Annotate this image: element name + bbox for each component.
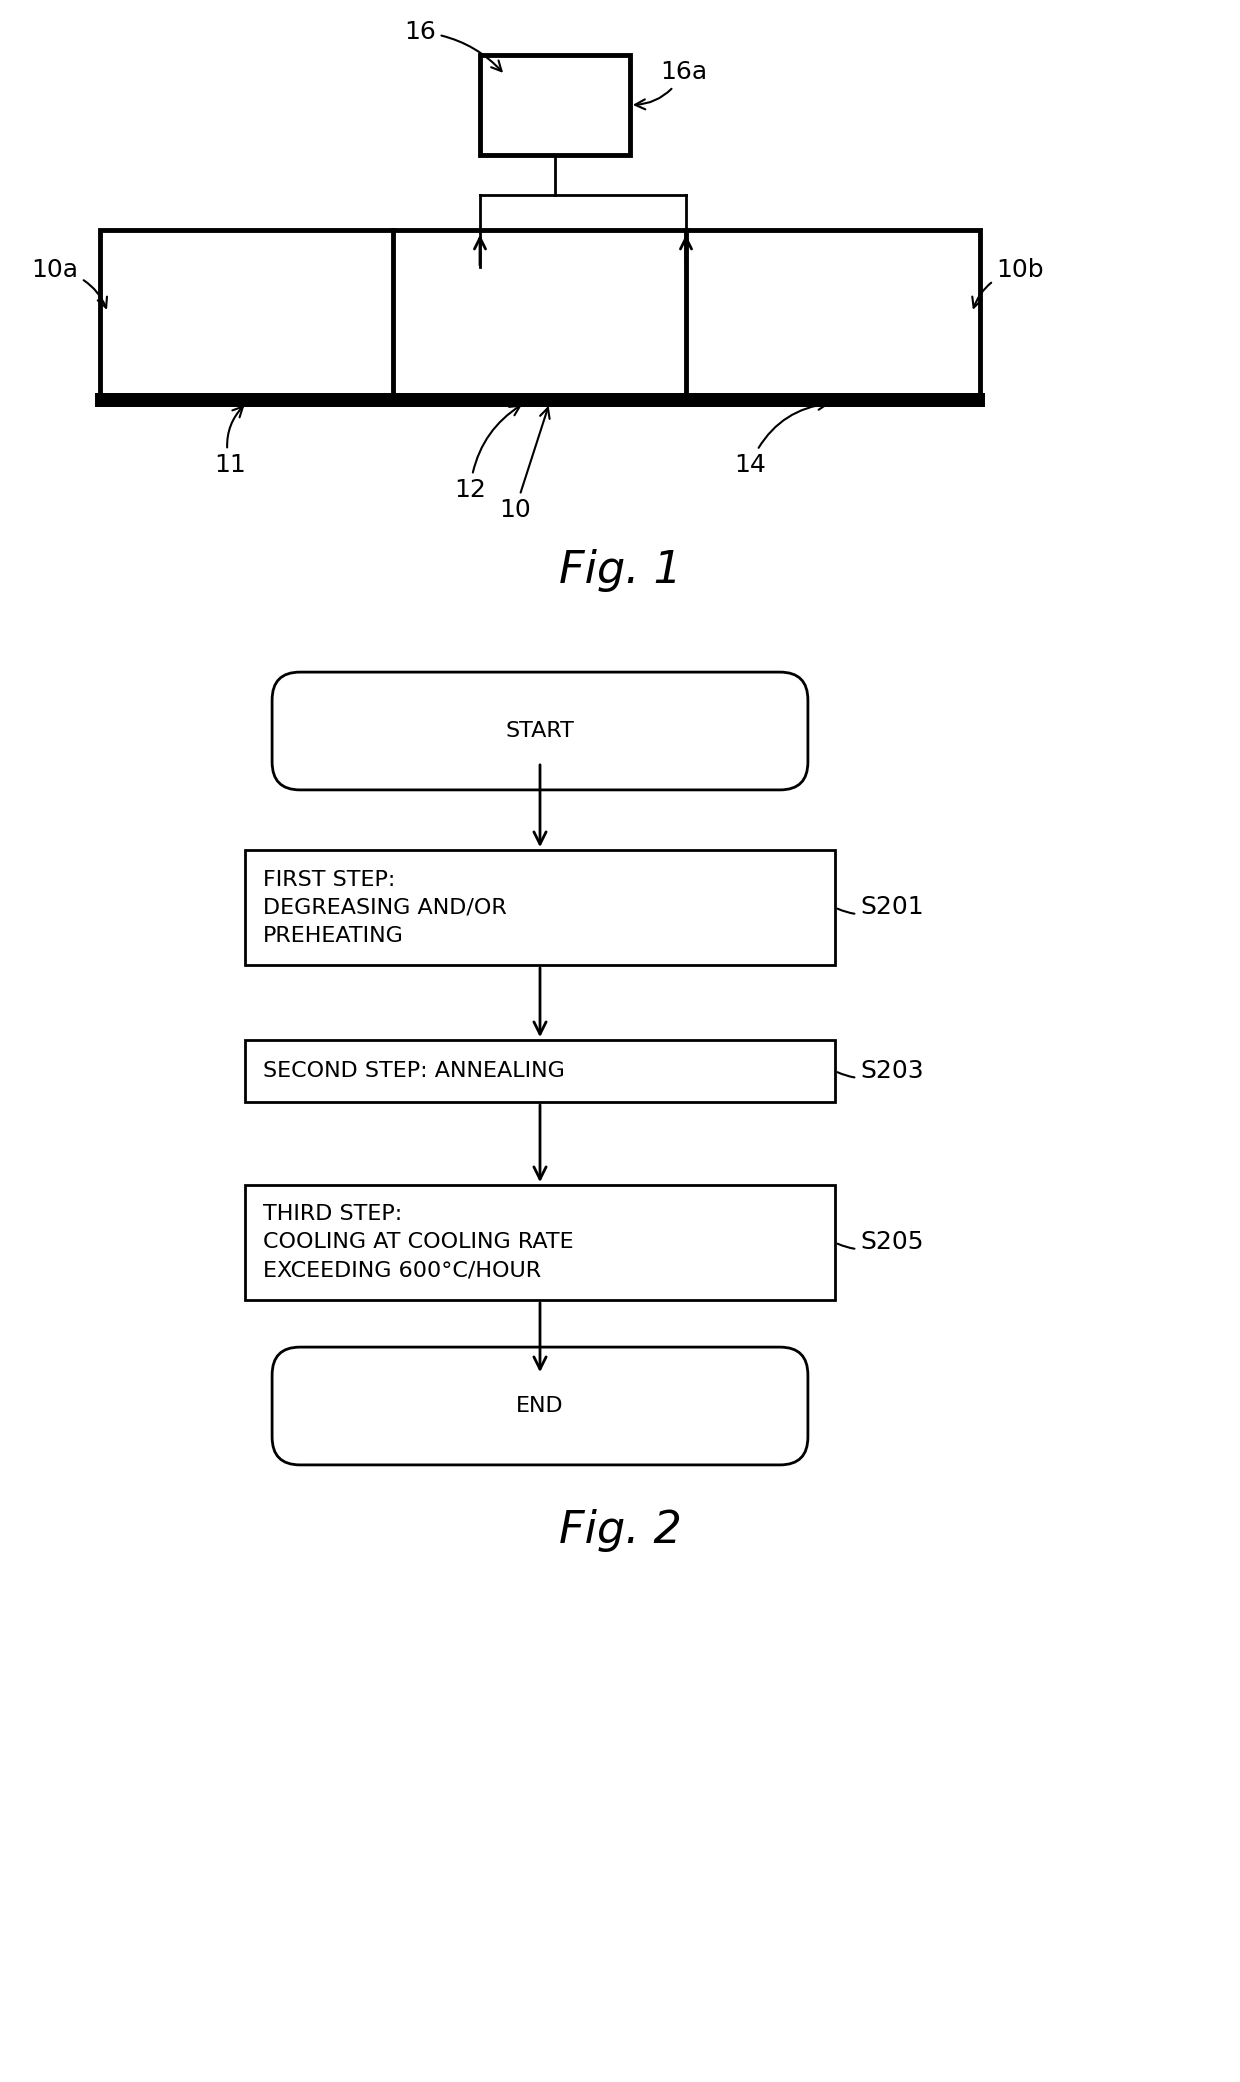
Bar: [246, 849, 835, 964]
Text: 11: 11: [215, 406, 246, 477]
Text: 10b: 10b: [972, 258, 1044, 308]
Text: 10a: 10a: [31, 258, 107, 308]
Bar: [246, 1041, 835, 1101]
Bar: [100, 229, 980, 396]
Text: 10: 10: [500, 408, 549, 523]
Text: FIRST STEP:
DEGREASING AND/OR
PREHEATING: FIRST STEP: DEGREASING AND/OR PREHEATING: [263, 870, 507, 945]
Text: Fig. 1: Fig. 1: [558, 548, 682, 591]
Text: 16: 16: [404, 21, 501, 71]
Text: START: START: [506, 720, 574, 741]
Text: THIRD STEP:
COOLING AT COOLING RATE
EXCEEDING 600°C/HOUR: THIRD STEP: COOLING AT COOLING RATE EXCE…: [263, 1205, 574, 1280]
Text: 14: 14: [734, 400, 828, 477]
Text: 12: 12: [454, 406, 520, 502]
Bar: [95, 393, 985, 406]
Text: 16a: 16a: [635, 60, 707, 110]
Text: S205: S205: [837, 1230, 924, 1253]
Text: S201: S201: [837, 895, 924, 918]
Bar: [246, 1185, 835, 1299]
Text: SECOND STEP: ANNEALING: SECOND STEP: ANNEALING: [263, 1062, 565, 1081]
Text: END: END: [516, 1397, 564, 1416]
FancyBboxPatch shape: [272, 1347, 808, 1466]
Text: S203: S203: [837, 1060, 924, 1083]
FancyBboxPatch shape: [272, 672, 808, 789]
Text: Fig. 2: Fig. 2: [558, 1509, 682, 1551]
Bar: [480, 54, 630, 154]
